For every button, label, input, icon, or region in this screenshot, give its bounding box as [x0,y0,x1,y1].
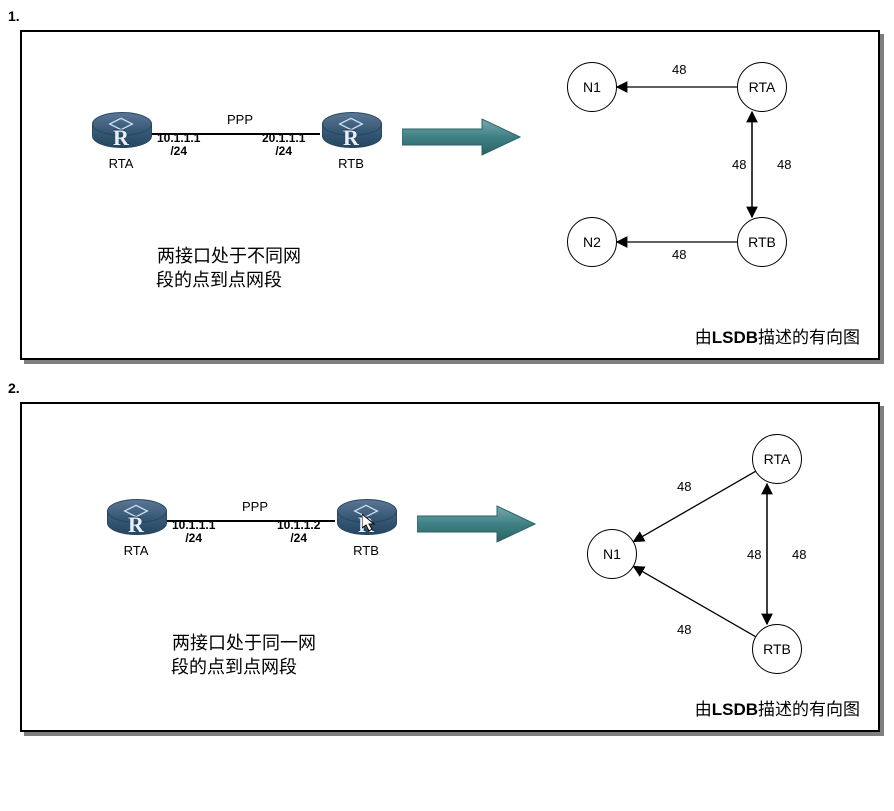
f1-edge-label: 48 [732,157,746,172]
f1-node-rtb: RTB [737,217,787,267]
f2-node-rtb: RTB [752,624,802,674]
f1-node-n1: N1 [567,62,617,112]
f2-node-rta: RTA [752,434,802,484]
f1-edge-label: 48 [672,62,686,77]
f2-edges-svg [22,404,880,732]
figure-1-panel: R RTA R RTB PPP 10.1.1.1/24 20.1.1.1/24 [20,30,880,360]
f2-caption: 由LSDB描述的有向图 [695,695,860,720]
figure-1-number: 1. [8,8,886,24]
f2-edge-label: 48 [792,547,806,562]
f1-node-rta: RTA [737,62,787,112]
f1-caption: 由LSDB描述的有向图 [695,323,860,348]
f2-edge-label: 48 [747,547,761,562]
f1-node-n2: N2 [567,217,617,267]
f1-edge-label: 48 [672,247,686,262]
f2-node-n1: N1 [587,529,637,579]
f2-graph: RTA N1 RTB 48 48 48 48 [22,404,878,730]
f2-edge-label: 48 [677,622,691,637]
f2-edge-label: 48 [677,479,691,494]
f1-graph: N1 RTA RTB N2 48 48 48 48 [22,32,878,358]
figure-2-panel: R RTA R RTB PPP 10.1.1.1/24 10.1.1.2/24 [20,402,880,732]
figure-2-number: 2. [8,380,886,396]
f1-edge-label: 48 [777,157,791,172]
